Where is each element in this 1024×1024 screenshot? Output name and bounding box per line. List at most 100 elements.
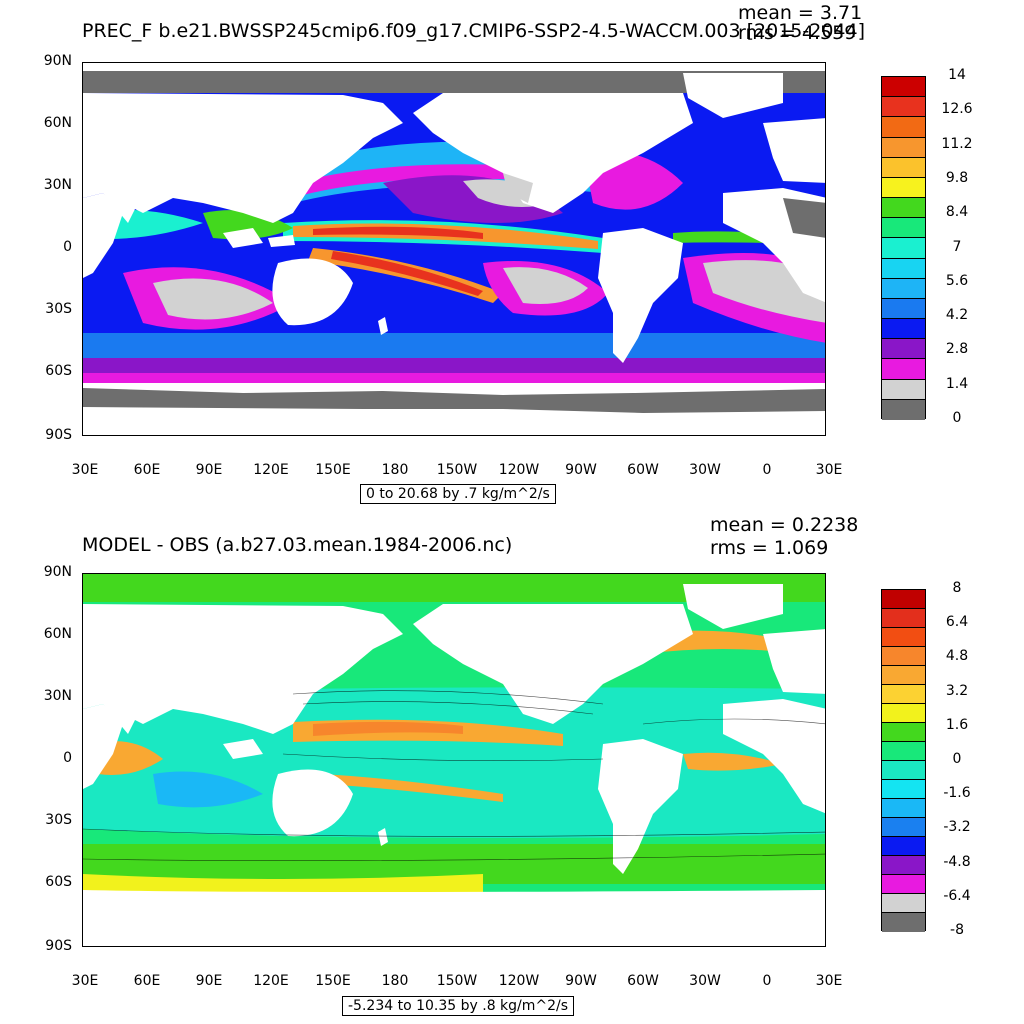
colorbar-label: -3.2 [943,819,971,836]
colorbar-label: 7 [952,238,962,255]
colorbar-label: 14 [948,67,966,83]
lon2-label-150w: 150W [436,973,478,989]
colorbar-swatch [882,837,925,856]
colorbar-label: 5.6 [945,272,969,289]
panel1-contour-info: 0 to 20.68 by .7 kg/m^2/s [360,484,556,504]
colorbar-2 [881,589,926,932]
colorbar-swatch [882,258,925,279]
lon-label-150e: 150E [315,462,351,478]
lon-label-60e: 60E [133,462,161,478]
colorbar-swatch [882,761,925,780]
colorbar-label: -6.4 [943,887,971,904]
lon-label-150w: 150W [436,462,478,478]
lon2-label-90w: 90W [565,973,597,989]
colorbar-swatch [882,818,925,837]
colorbar-swatch [882,278,925,299]
colorbar-label: 9.8 [945,169,969,186]
lat-label-90n: 90N [43,53,72,69]
map-frame-2 [82,573,826,947]
lat2-label-60s: 60S [45,874,72,890]
colorbar-label: 4.2 [945,307,969,324]
colorbar-label: 11.2 [941,135,973,152]
lon2-label-30e-right: 30E [815,973,843,989]
colorbar-swatch [882,117,925,138]
lon-label-30e: 30E [71,462,99,478]
colorbar-swatch [882,339,925,360]
lon2-label-0: 0 [762,973,772,989]
colorbar-label: 8 [952,580,962,596]
colorbar-swatch [882,913,925,932]
lon-label-90e: 90E [195,462,223,478]
lon-label-180: 180 [381,462,409,478]
lat-label-90s: 90S [45,427,72,443]
lon2-label-60e: 60E [133,973,161,989]
colorbar-swatch [882,97,925,118]
colorbar-label: -1.6 [943,785,971,802]
lat2-label-90s: 90S [45,938,72,954]
panel2-title: MODEL - OBS (a.b27.03.mean.1984-2006.nc) [82,534,513,556]
lon2-label-90e: 90E [195,973,223,989]
colorbar-label: 4.8 [945,648,969,665]
lat-label-eq: 0 [63,239,72,255]
lon-label-60w: 60W [627,462,659,478]
colorbar-swatch [882,218,925,239]
colorbar-swatch [882,609,925,628]
colorbar-1 [881,76,926,420]
colorbar-swatch [882,780,925,799]
lon-label-120w: 120W [498,462,540,478]
colorbar-swatch [882,198,925,219]
lon-label-0: 0 [762,462,772,478]
panel1-mean: mean = 3.71 [738,2,863,24]
colorbar-label: 12.6 [941,101,973,118]
colorbar-label: 0 [952,410,962,426]
lon2-label-60w: 60W [627,973,659,989]
lon-label-90w: 90W [565,462,597,478]
lat-label-30s: 30S [45,301,72,317]
diff-map [83,574,825,946]
panel2-rms: rms = 1.069 [710,537,829,559]
lon-label-30e-right: 30E [815,462,843,478]
lat-label-60n: 60N [43,115,72,131]
lon2-label-30e: 30E [71,973,99,989]
lat-label-60s: 60S [45,363,72,379]
colorbar-label: 0 [952,751,962,767]
lat-label-30n: 30N [43,177,72,193]
panel2-contour-info: -5.234 to 10.35 by .8 kg/m^2/s [342,996,575,1016]
lon2-label-120e: 120E [253,973,289,989]
colorbar-swatch [882,742,925,761]
colorbar-label: 8.4 [945,204,969,221]
colorbar-swatch [882,875,925,894]
colorbar-swatch [882,894,925,913]
lon2-label-150e: 150E [315,973,351,989]
panel1-title: PREC_F b.e21.BWSSP245cmip6.f09_g17.CMIP6… [82,20,866,42]
lon2-label-120w: 120W [498,973,540,989]
lon-label-30w: 30W [689,462,721,478]
colorbar-swatch [882,799,925,818]
precip-map [83,63,825,435]
panel2-mean: mean = 0.2238 [710,514,859,536]
colorbar-swatch [882,666,925,685]
colorbar-label: 2.8 [945,341,969,358]
colorbar-label: 3.2 [945,682,969,699]
colorbar-swatch [882,359,925,380]
lat2-label-30n: 30N [43,688,72,704]
colorbar-swatch [882,704,925,723]
colorbar-swatch [882,157,925,178]
lat2-label-60n: 60N [43,626,72,642]
lat2-label-eq: 0 [63,750,72,766]
colorbar-swatch [882,399,925,420]
lon2-label-30w: 30W [689,973,721,989]
colorbar-swatch [882,590,925,609]
colorbar-swatch [882,298,925,320]
lon2-label-180: 180 [381,973,409,989]
lon-label-120e: 120E [253,462,289,478]
colorbar-swatch [882,379,925,400]
lat2-label-90n: 90N [43,564,72,580]
colorbar-label: 6.4 [945,614,969,631]
colorbar-swatch [882,628,925,647]
colorbar-label: 1.6 [945,716,969,733]
colorbar-swatch [882,137,925,158]
lat2-label-30s: 30S [45,812,72,828]
colorbar-swatch [882,685,925,704]
colorbar-swatch [882,647,925,666]
